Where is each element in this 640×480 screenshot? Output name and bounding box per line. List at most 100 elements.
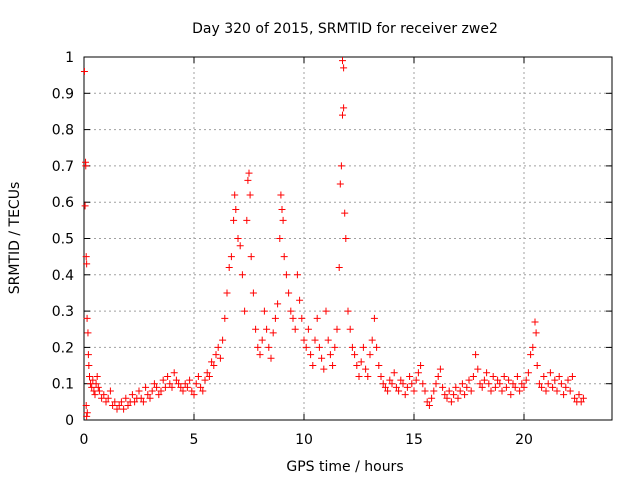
data-point [311, 336, 319, 344]
data-point [575, 391, 583, 399]
data-point [348, 343, 356, 351]
data-point [359, 343, 367, 351]
y-tick-label: 0.1 [52, 377, 74, 393]
data-point [491, 383, 499, 391]
data-point [92, 380, 100, 388]
data-point [340, 64, 348, 72]
data-point [243, 216, 251, 224]
data-point [120, 405, 128, 413]
data-point [456, 387, 464, 395]
y-tick-label: 0.3 [52, 304, 74, 320]
data-point [150, 380, 158, 388]
data-point [98, 394, 106, 402]
data-point [527, 351, 535, 359]
x-axis-title: GPS time / hours [286, 459, 403, 475]
data-point [144, 391, 152, 399]
data-point [161, 383, 169, 391]
data-point [388, 380, 396, 388]
data-point [364, 372, 372, 380]
data-point [139, 398, 147, 406]
data-point [131, 398, 139, 406]
data-point [100, 391, 108, 399]
data-point [277, 191, 285, 199]
data-point [104, 394, 112, 402]
data-point [82, 162, 90, 170]
data-point [179, 387, 187, 395]
grid-lines [84, 57, 612, 420]
data-point [318, 354, 326, 362]
data-point [498, 387, 506, 395]
data-point [500, 372, 508, 380]
data-point [267, 354, 275, 362]
data-point [544, 380, 552, 388]
data-point [188, 387, 196, 395]
data-point [340, 104, 348, 112]
data-point [166, 380, 174, 388]
data-point [568, 372, 576, 380]
data-point [339, 57, 346, 65]
data-point [225, 264, 233, 272]
data-point [249, 289, 257, 297]
data-point [315, 343, 323, 351]
data-point [546, 369, 554, 377]
data-point [302, 343, 310, 351]
data-point [341, 209, 349, 217]
data-point [175, 380, 183, 388]
data-point [392, 383, 400, 391]
data-point [562, 383, 570, 391]
data-point [445, 387, 453, 395]
data-point [88, 383, 96, 391]
data-point [203, 369, 211, 377]
data-point [124, 401, 132, 409]
data-point [381, 383, 389, 391]
data-point [524, 369, 532, 377]
data-point [155, 391, 163, 399]
data-point [353, 362, 361, 370]
data-point [231, 191, 239, 199]
data-point [401, 391, 409, 399]
data-point [461, 391, 469, 399]
data-point [201, 376, 209, 384]
data-point [397, 376, 405, 384]
data-point [146, 394, 154, 402]
data-point [109, 401, 117, 409]
data-point [447, 398, 455, 406]
data-point [351, 351, 359, 359]
data-point [84, 351, 92, 359]
data-point [219, 336, 227, 344]
data-point [309, 362, 317, 370]
data-point [458, 380, 466, 388]
data-point [86, 372, 93, 380]
data-point [326, 351, 334, 359]
data-point [287, 307, 295, 315]
data-point [425, 401, 433, 409]
data-point [247, 253, 255, 261]
data-point [83, 314, 91, 322]
data-point [518, 380, 526, 388]
data-point [148, 387, 156, 395]
data-point [533, 362, 541, 370]
axis-tick-labels: 00.10.20.30.40.50.60.70.80.910 5 10 15 20 [52, 50, 533, 448]
data-point [212, 351, 220, 359]
data-point [192, 380, 200, 388]
data-point [85, 362, 93, 370]
data-point [542, 387, 550, 395]
data-point [469, 372, 477, 380]
data-point [289, 314, 297, 322]
y-tick-label: 0.5 [52, 232, 74, 248]
data-point [434, 372, 442, 380]
data-point [496, 380, 504, 388]
data-point [331, 343, 339, 351]
data-point [83, 260, 91, 268]
y-tick-label: 1 [65, 50, 74, 66]
data-point [414, 369, 422, 377]
data-point [94, 383, 102, 391]
data-point [271, 314, 279, 322]
data-point [208, 358, 216, 366]
data-point [339, 111, 346, 119]
data-point [304, 325, 312, 333]
data-point [183, 383, 191, 391]
data-point [252, 325, 260, 333]
data-point [298, 314, 306, 322]
data-point [538, 383, 546, 391]
